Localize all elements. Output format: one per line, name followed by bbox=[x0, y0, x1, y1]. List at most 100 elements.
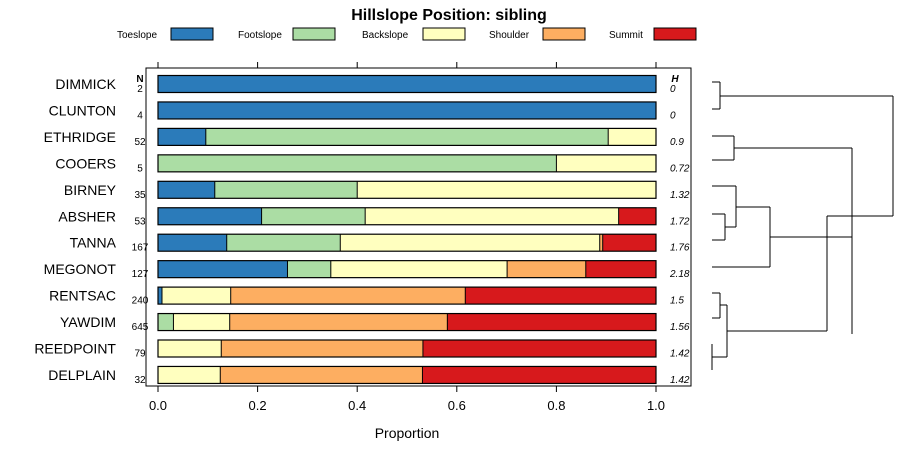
n-label: 5 bbox=[137, 163, 143, 174]
bar-segment bbox=[205, 128, 609, 146]
n-column-header: N bbox=[136, 74, 143, 85]
legend-swatch bbox=[170, 27, 214, 41]
bar-outline bbox=[157, 207, 657, 226]
bar-segment bbox=[287, 260, 331, 278]
h-label: 1.42 bbox=[670, 375, 690, 386]
h-label: 1.72 bbox=[670, 216, 690, 227]
bar-outline bbox=[157, 339, 657, 358]
row-label: ABSHER bbox=[58, 208, 116, 224]
legend-label: Shoulder bbox=[489, 30, 530, 41]
bar-segment bbox=[465, 287, 656, 305]
bar-segment bbox=[158, 313, 174, 331]
bar-outline bbox=[157, 154, 657, 173]
bar-segment bbox=[447, 313, 656, 331]
x-tick-label: 0.0 bbox=[149, 398, 167, 413]
bar-segment bbox=[158, 181, 215, 199]
bar-segment bbox=[158, 101, 656, 119]
x-tick-label: 0.2 bbox=[249, 398, 267, 413]
legend-label: Toeslope bbox=[117, 30, 157, 41]
bar-segment bbox=[214, 181, 358, 199]
bar-segment bbox=[599, 234, 603, 252]
bar-segment bbox=[261, 207, 366, 225]
row-label: DELPLAIN bbox=[48, 367, 116, 383]
n-label: 32 bbox=[134, 375, 146, 386]
bar-segment bbox=[158, 207, 262, 225]
n-label: 53 bbox=[134, 216, 146, 227]
h-label: 1.32 bbox=[670, 190, 690, 201]
bar-segment bbox=[158, 234, 227, 252]
bar-rows: DIMMICK 2 0 CLUNTON 4 0 ETHRIDGE 52 0.9 COOERS 5 0.… bbox=[34, 74, 690, 386]
bar-segment bbox=[158, 128, 206, 146]
n-label: 2 bbox=[137, 84, 143, 95]
row-label: DIMMICK bbox=[55, 76, 116, 92]
bar-segment bbox=[158, 340, 222, 357]
h-label: 2.18 bbox=[669, 269, 690, 280]
legend-swatch bbox=[292, 27, 336, 41]
bar-segment bbox=[556, 154, 656, 172]
h-label: 1.5 bbox=[670, 296, 684, 307]
legend-label: Footslope bbox=[238, 30, 282, 41]
bar-segment bbox=[608, 128, 656, 146]
bar-segment bbox=[158, 260, 288, 278]
bar-segment bbox=[230, 287, 466, 305]
chart-title: Hillslope Position: sibling bbox=[351, 7, 547, 24]
h-label: 0 bbox=[670, 110, 676, 121]
row-label: COOERS bbox=[55, 155, 116, 171]
x-tick-label: 0.8 bbox=[547, 398, 565, 413]
dendrogram bbox=[711, 81, 894, 370]
bar-segment bbox=[220, 366, 423, 384]
bar-segment bbox=[422, 340, 656, 357]
bar-segment bbox=[158, 154, 557, 172]
bar-segment bbox=[226, 234, 341, 252]
n-label: 79 bbox=[134, 349, 146, 360]
bar-outline bbox=[157, 312, 657, 332]
legend-label: Backslope bbox=[362, 30, 409, 41]
h-label: 1.42 bbox=[670, 349, 690, 360]
bar-segment bbox=[422, 366, 656, 384]
x-tick-label: 0.6 bbox=[448, 398, 466, 413]
row-label: ETHRIDGE bbox=[44, 129, 116, 145]
h-column-header: H bbox=[671, 74, 679, 85]
plot-frame bbox=[145, 67, 692, 387]
x-axis-title: Proportion bbox=[375, 425, 440, 441]
row-label: BIRNEY bbox=[64, 182, 117, 198]
bar-segment bbox=[507, 260, 586, 278]
bar-segment bbox=[229, 313, 448, 331]
n-label: 240 bbox=[132, 296, 149, 307]
h-label: 0 bbox=[670, 84, 676, 95]
row-label: RENTSAC bbox=[49, 288, 116, 304]
bar-outline bbox=[157, 127, 657, 146]
x-axis: 0.0 0.2 0.4 0.6 0.8 1.0 bbox=[149, 62, 665, 413]
n-label: 127 bbox=[132, 269, 149, 280]
row-label: YAWDIM bbox=[60, 314, 116, 330]
row-label: CLUNTON bbox=[49, 102, 116, 118]
h-label: 1.76 bbox=[670, 243, 690, 254]
bar-segment bbox=[618, 207, 656, 225]
bar-segment bbox=[158, 75, 656, 93]
bar-outline bbox=[157, 365, 657, 385]
row-label: REEDPOINT bbox=[34, 341, 116, 357]
bar-outline bbox=[157, 260, 657, 279]
x-tick-label: 0.4 bbox=[348, 398, 366, 413]
n-label: 35 bbox=[134, 190, 146, 201]
legend-label: Summit bbox=[609, 30, 643, 41]
legend-swatch bbox=[653, 27, 697, 41]
bar-segment bbox=[221, 340, 423, 357]
bar-segment bbox=[161, 287, 231, 305]
bar-segment bbox=[173, 313, 230, 331]
bar-segment bbox=[602, 234, 656, 252]
bar-segment bbox=[357, 181, 656, 199]
h-label: 1.56 bbox=[670, 322, 690, 333]
bar-segment bbox=[158, 287, 162, 305]
legend-swatch bbox=[422, 27, 466, 41]
legend: Toeslope Footslope Backslope Shoulder Summit bbox=[117, 27, 697, 41]
x-tick-label: 1.0 bbox=[647, 398, 665, 413]
bar-outline bbox=[157, 101, 657, 120]
bar-outline bbox=[157, 286, 657, 305]
bar-segment bbox=[365, 207, 619, 225]
bar-segment bbox=[330, 260, 508, 278]
bar-segment bbox=[158, 366, 221, 384]
n-label: 645 bbox=[132, 322, 149, 333]
n-label: 167 bbox=[132, 243, 149, 254]
